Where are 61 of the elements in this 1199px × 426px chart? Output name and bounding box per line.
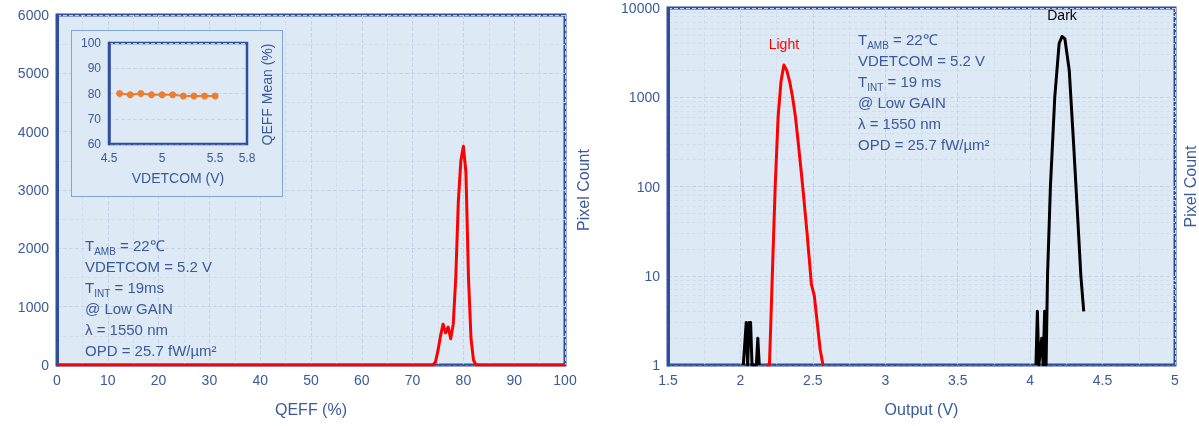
y-tick-label: 60 bbox=[87, 137, 102, 151]
x-tick-label: 5.8 bbox=[238, 151, 256, 165]
y-tick-label: 10000 bbox=[621, 0, 661, 16]
x-tick-label: 1.5 bbox=[658, 372, 678, 388]
x-tick-label: 20 bbox=[150, 372, 167, 388]
y-tick-label: 6000 bbox=[17, 7, 50, 23]
x-tick-label: 70 bbox=[404, 372, 421, 388]
annotation: @ Low GAIN bbox=[85, 299, 173, 319]
x-tick-label: 3.5 bbox=[947, 372, 968, 388]
y-tick-label: 0 bbox=[41, 357, 50, 373]
y-tick-label: 1000 bbox=[628, 89, 661, 106]
annotation: T$_{AMB}$ = 22℃ bbox=[85, 237, 165, 257]
x-tick-label: 4 bbox=[1026, 372, 1035, 388]
x-tick-label: 5.5 bbox=[206, 151, 224, 165]
x-tick-label: 4.5 bbox=[100, 151, 118, 165]
y-tick-label: 100 bbox=[80, 36, 102, 50]
y-tick-label: 100 bbox=[636, 178, 661, 195]
annotation: T$_{AMB}$ = 22℃ bbox=[858, 31, 938, 51]
x-tick-label: 2 bbox=[736, 372, 745, 388]
y-axis-title: QEFF Mean (%) bbox=[259, 43, 275, 146]
x-tick-label: 90 bbox=[506, 372, 523, 388]
y-axis-title: Pixel Count bbox=[1181, 145, 1199, 228]
y-tick-label: 70 bbox=[87, 111, 102, 126]
x-tick-label: 3 bbox=[881, 372, 890, 388]
series-label: Dark bbox=[1047, 7, 1078, 24]
y-tick-label: 5000 bbox=[17, 65, 50, 82]
annotation: T$_{INT}$ = 19ms bbox=[85, 279, 165, 299]
x-axis-title: VDETCOM (V) bbox=[131, 170, 225, 186]
x-tick-label: 50 bbox=[303, 372, 319, 388]
x-tick-label: 80 bbox=[455, 372, 472, 388]
y-tick-label: 1000 bbox=[17, 298, 50, 315]
x-tick-label: 5 bbox=[158, 151, 166, 165]
x-tick-label: 5 bbox=[1171, 372, 1180, 388]
x-tick-label: 0 bbox=[53, 372, 62, 388]
x-axis-title: QEFF (%) bbox=[275, 400, 347, 418]
annotation: VDETCOM = 5.2 V bbox=[85, 257, 213, 277]
annotation: OPD = 25.7 fW/µm² bbox=[858, 135, 990, 155]
x-tick-label: 10 bbox=[100, 372, 116, 388]
y-tick-label: 2000 bbox=[17, 240, 50, 257]
annotation: λ = 1550 nm bbox=[858, 114, 941, 134]
annotation: VDETCOM = 5.2 V bbox=[858, 51, 986, 71]
y-tick-label: 90 bbox=[87, 61, 102, 76]
x-tick-label: 2.5 bbox=[803, 372, 823, 388]
x-tick-label: 60 bbox=[354, 372, 370, 388]
x-tick-label: 4.5 bbox=[1092, 372, 1113, 388]
y-axis-title: Pixel Count bbox=[574, 148, 592, 231]
x-tick-label: 100 bbox=[553, 372, 577, 388]
y-tick-label: 4000 bbox=[17, 123, 50, 140]
y-tick-label: 1 bbox=[652, 357, 661, 373]
annotation: T$_{INT}$ = 19 ms bbox=[858, 73, 942, 93]
series-label: Light bbox=[768, 35, 800, 52]
annotation: @ Low GAIN bbox=[858, 93, 946, 113]
annotation: OPD = 25.7 fW/µm² bbox=[85, 341, 217, 361]
x-axis-title: Output (V) bbox=[884, 400, 959, 418]
annotation: λ = 1550 nm bbox=[85, 320, 168, 340]
x-tick-label: 30 bbox=[201, 372, 218, 388]
line-series bbox=[765, 63, 825, 367]
y-tick-label: 80 bbox=[87, 86, 102, 101]
x-tick-label: 40 bbox=[252, 372, 269, 388]
y-tick-label: 10 bbox=[644, 267, 661, 284]
y-tick-label: 3000 bbox=[17, 182, 50, 198]
